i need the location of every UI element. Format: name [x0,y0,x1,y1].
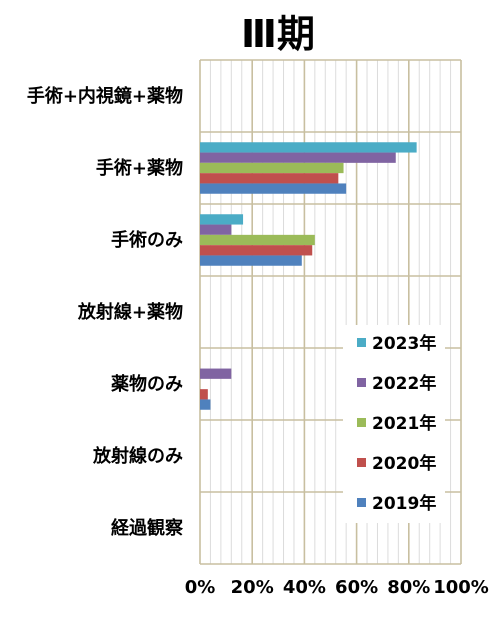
category-label: 手術のみ [111,229,183,251]
bar [200,245,313,256]
category-label: 経過観察 [111,517,184,539]
legend-swatch [357,458,366,467]
legend-label: 2021年 [372,413,436,434]
bar [200,389,208,400]
x-tick-label: 20% [231,577,274,598]
legend-label: 2020年 [372,453,436,474]
bar [200,255,302,266]
bar [200,234,315,246]
bar [200,368,232,379]
legend-label: 2023年 [372,333,436,354]
category-label: 手術+薬物 [96,157,183,179]
bar [200,173,339,184]
x-tick-label: 100% [433,577,489,598]
legend: 2023年 2022年 2021年 2020年 2019年 [343,325,445,523]
bar [200,224,232,235]
legend-swatch [357,338,366,347]
legend-swatch [357,378,366,387]
chart-title: Ⅲ期 [241,12,315,56]
bars [200,142,417,410]
bar [200,214,244,225]
category-label: 放射線+薬物 [77,301,183,323]
category-label: 薬物のみ [111,373,183,395]
bar [200,162,344,174]
category-label: 手術+内視鏡+薬物 [27,85,183,107]
bar [200,183,347,194]
x-axis-tick-labels: 0% 20% 40% 60% 80% 100% [185,577,489,598]
bar [200,142,417,153]
x-tick-label: 0% [185,577,216,598]
category-label: 放射線のみ [92,445,183,467]
x-tick-label: 80% [387,577,430,598]
bar [200,152,396,163]
x-tick-label: 40% [283,577,326,598]
legend-swatch [357,418,366,427]
legend-label: 2022年 [372,373,436,394]
bar [200,399,211,410]
legend-label: 2019年 [372,493,436,514]
x-tick-label: 60% [335,577,378,598]
legend-swatch [357,498,366,507]
